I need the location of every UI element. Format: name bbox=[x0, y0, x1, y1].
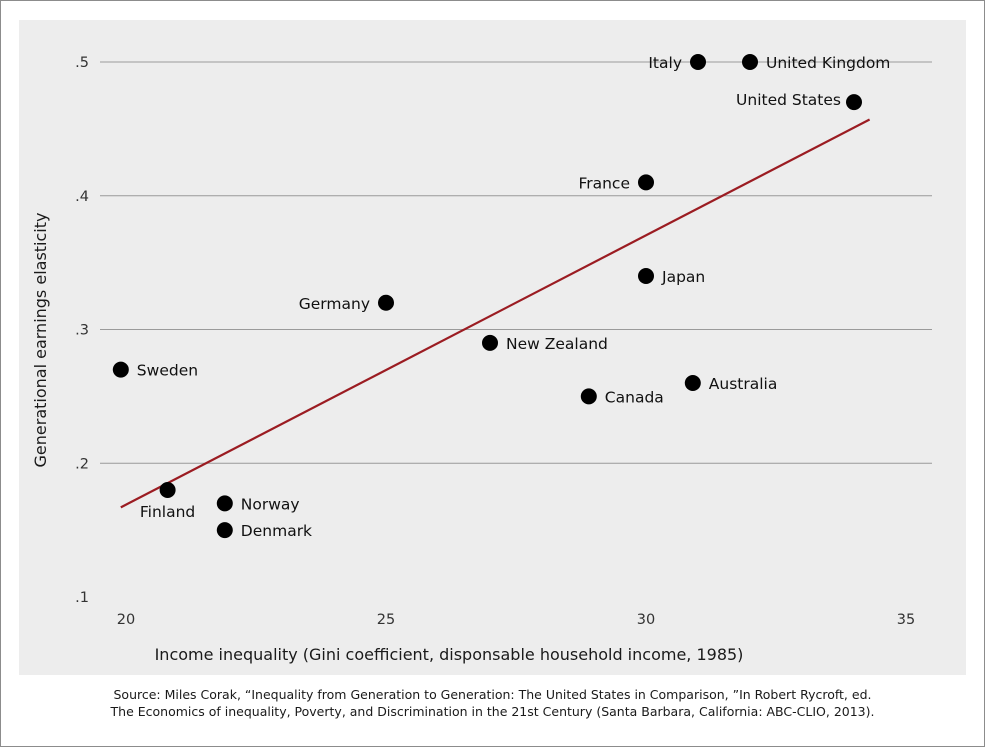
data-points bbox=[112, 54, 862, 539]
point-label-sweden: Sweden bbox=[137, 362, 198, 380]
point-label-france: France bbox=[578, 174, 630, 192]
y-tick-label: .3 bbox=[75, 323, 89, 339]
point-denmark bbox=[216, 522, 233, 539]
point-label-new-zealand: New Zealand bbox=[506, 335, 608, 353]
point-label-italy: Italy bbox=[648, 54, 682, 72]
point-label-norway: Norway bbox=[241, 495, 300, 513]
point-label-japan: Japan bbox=[661, 268, 705, 286]
grid-lines bbox=[100, 61, 932, 464]
point-label-finland: Finland bbox=[140, 503, 195, 521]
point-norway bbox=[216, 495, 233, 512]
point-label-denmark: Denmark bbox=[241, 522, 312, 540]
y-axis-title: Generational earnings elasticity bbox=[31, 213, 50, 468]
point-italy bbox=[690, 54, 706, 70]
point-australia bbox=[684, 375, 701, 391]
point-label-united-states: United States bbox=[736, 91, 841, 109]
scatter-chart: .1 .2 .3 .4 .5 20 25 30 35 Italy United Kingdom Un… bbox=[31, 54, 932, 664]
source-line-1: Source: Miles Corak, “Inequality from Ge… bbox=[113, 687, 872, 702]
axis-ticks: .1 .2 .3 .4 .5 20 25 30 35 bbox=[75, 55, 915, 628]
point-france bbox=[638, 174, 654, 191]
point-label-canada: Canada bbox=[605, 388, 664, 406]
x-tick-label: 25 bbox=[377, 612, 395, 628]
point-label-united-kingdom: United Kingdom bbox=[766, 54, 890, 72]
point-finland bbox=[159, 482, 176, 498]
source-line-2: The Economics of inequality, Poverty, an… bbox=[110, 704, 875, 719]
trend-line bbox=[120, 118, 871, 509]
y-tick-label: .5 bbox=[75, 55, 89, 71]
point-japan bbox=[638, 268, 654, 284]
point-new-zealand bbox=[482, 334, 498, 351]
x-tick-label: 35 bbox=[897, 612, 915, 628]
x-axis-title: Income inequality (Gini coefficient, dis… bbox=[155, 645, 744, 664]
x-tick-label: 20 bbox=[117, 612, 135, 628]
point-germany bbox=[378, 294, 394, 311]
y-tick-label: .1 bbox=[75, 590, 89, 606]
y-tick-label: .2 bbox=[75, 456, 89, 472]
source-note: Source: Miles Corak, “Inequality from Ge… bbox=[20, 686, 965, 720]
point-sweden bbox=[112, 361, 129, 378]
point-united-states bbox=[846, 94, 862, 111]
point-labels: Italy United Kingdom United States France Ja… bbox=[137, 54, 891, 540]
point-united-kingdom bbox=[742, 54, 758, 70]
chart: .1 .2 .3 .4 .5 20 25 30 35 Italy United Kingdom Un… bbox=[19, 20, 966, 675]
point-canada bbox=[580, 388, 597, 405]
y-tick-label: .4 bbox=[75, 189, 89, 205]
x-tick-label: 30 bbox=[637, 612, 655, 628]
point-label-australia: Australia bbox=[709, 375, 778, 393]
point-label-germany: Germany bbox=[299, 295, 370, 313]
